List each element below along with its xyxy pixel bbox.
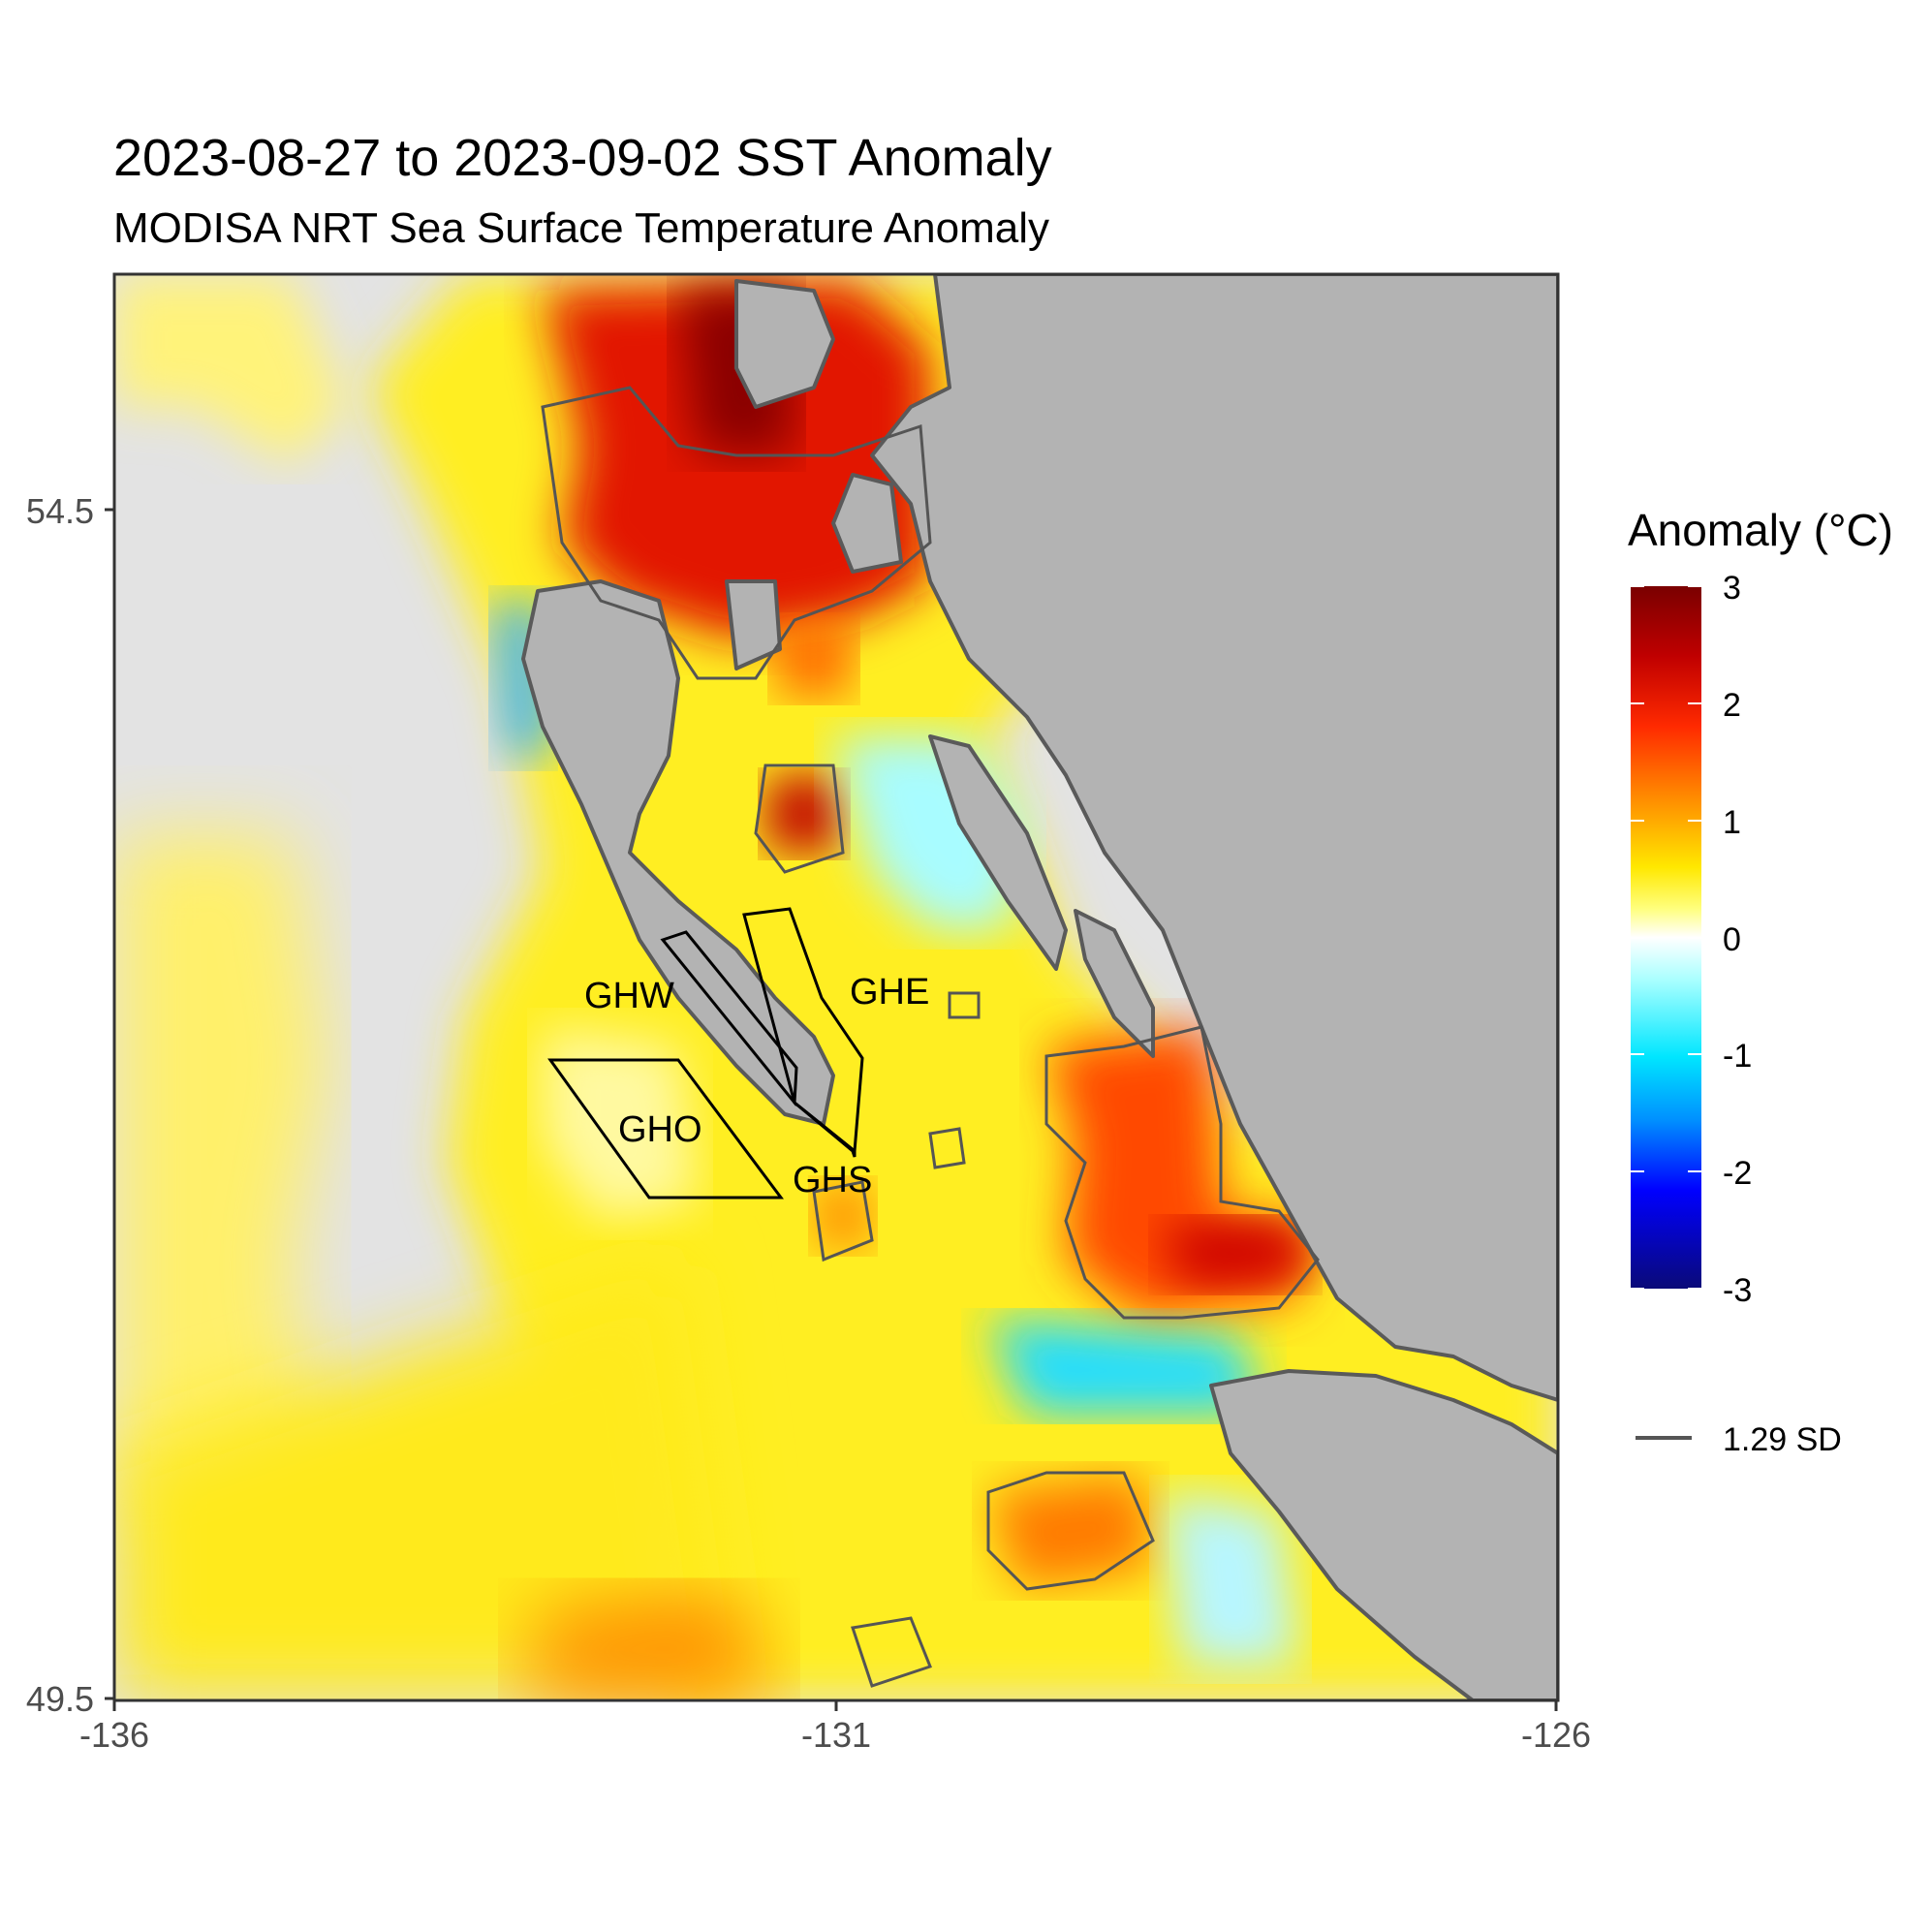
legend: Anomaly (°C) 3 2 1 0 -1 -2 -3 1.29 SD <box>1628 505 1893 1458</box>
y-tick-label-54.5: 54.5 <box>26 491 94 531</box>
legend-tick-0: 0 <box>1723 921 1741 958</box>
x-tick-label--136: -136 <box>79 1715 149 1755</box>
contour-legend-label: 1.29 SD <box>1723 1421 1842 1458</box>
survey-regions <box>547 907 864 1200</box>
island-chain-central <box>928 734 1068 971</box>
southwest-orange <box>523 1589 775 1700</box>
legend-title: Anomaly (°C) <box>1628 505 1893 555</box>
mainland <box>870 274 1558 1402</box>
chart-title: 2023-08-27 to 2023-09-02 SST Anomaly <box>113 129 1052 187</box>
hecate-north-hotspot <box>543 281 930 639</box>
island-chain-south <box>1074 909 1155 1058</box>
north-island <box>734 279 835 409</box>
west-offshore-warm <box>114 833 329 1511</box>
map-raster: GHW GHE GHO GHS <box>114 274 1558 1700</box>
hecate-red-patch <box>765 775 843 853</box>
region-label-ghs: GHS <box>793 1160 872 1200</box>
coastal-island <box>831 473 903 574</box>
north-offshore-warm <box>114 274 349 465</box>
vancouver-island <box>1209 1369 1558 1700</box>
legend-tick-minus-3: -3 <box>1723 1272 1752 1309</box>
contour-small-2 <box>948 991 981 1019</box>
y-tick-label-49.5: 49.5 <box>26 1679 94 1719</box>
haida-gwaii <box>521 579 835 1126</box>
ghw-polygon <box>660 930 798 1106</box>
legend-tick-2: 2 <box>1723 687 1741 724</box>
legend-tick-minus-2: -2 <box>1723 1155 1752 1192</box>
land <box>521 274 1558 1700</box>
x-axis: -136 -131 -126 <box>79 1700 1591 1755</box>
y-axis: 54.5 49.5 <box>26 491 114 1719</box>
southeast-cool-patch <box>1163 1492 1298 1667</box>
strait-cool-band <box>988 1318 1260 1415</box>
hecate-central-warm <box>775 620 853 698</box>
region-label-ghw: GHW <box>584 976 674 1016</box>
ghs-orange-patch <box>814 1182 872 1250</box>
south-orange-patch <box>988 1473 1153 1589</box>
legend-tick-1: 1 <box>1723 804 1741 841</box>
chart-subtitle: MODISA NRT Sea Surface Temperature Anoma… <box>113 204 1049 252</box>
region-label-ghe: GHE <box>850 972 929 1013</box>
contour-small-3 <box>851 1616 932 1688</box>
qcs-red-core <box>1163 1221 1308 1289</box>
contour-small-1 <box>928 1127 966 1169</box>
region-label-gho: GHO <box>618 1109 702 1150</box>
x-tick-label--126: -126 <box>1521 1715 1591 1755</box>
contours-1.29-sd <box>541 386 1320 1688</box>
colorbar-ticks <box>1631 585 1701 1290</box>
gho-polygon <box>547 1058 784 1200</box>
contour-qcs <box>1044 1025 1320 1320</box>
map-panel: GHW GHE GHO GHS <box>112 272 1560 1702</box>
x-tick-label--131: -131 <box>801 1715 871 1755</box>
legend-tick-3: 3 <box>1723 570 1741 607</box>
gho-area-warm <box>543 1027 698 1221</box>
legend-tick-minus-1: -1 <box>1723 1038 1752 1075</box>
small-island-north <box>725 579 782 670</box>
ghs-polygon <box>794 1101 857 1158</box>
contour-south <box>986 1471 1155 1591</box>
contour-north <box>541 386 932 680</box>
contour-ghs <box>812 1180 874 1262</box>
contour-hecate-patch <box>754 763 845 874</box>
southwest-warm <box>114 1260 736 1700</box>
